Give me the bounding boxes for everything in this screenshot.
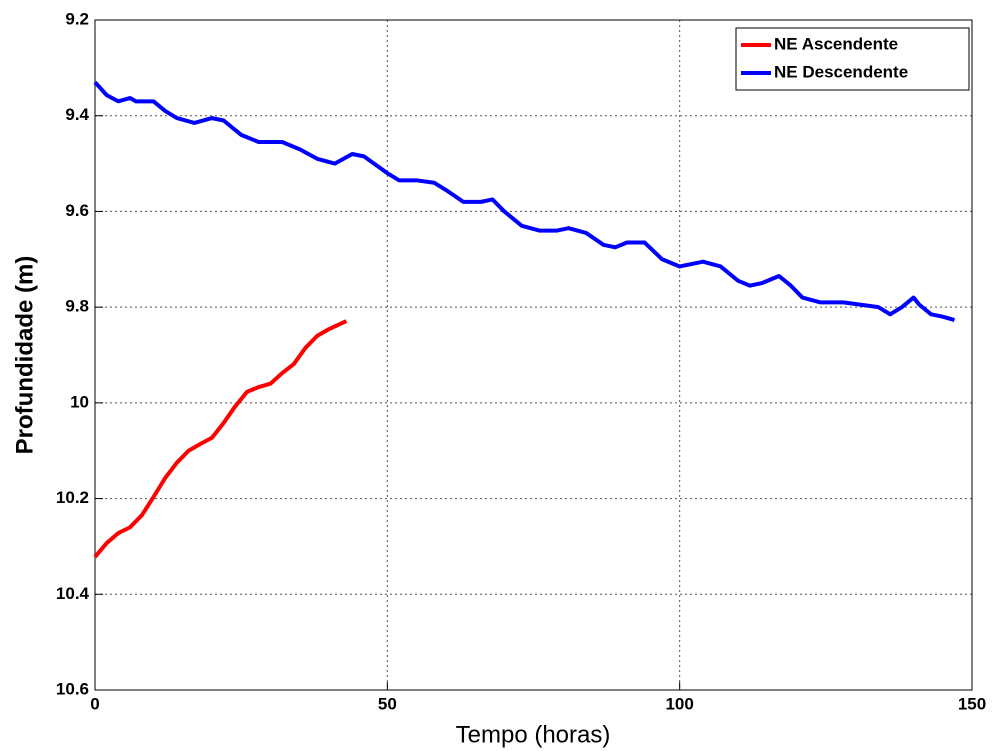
x-tick-label: 50 [378, 694, 397, 713]
y-tick-label: 9.8 [65, 297, 89, 316]
x-tick-label: 100 [665, 694, 693, 713]
data-line [93, 80, 956, 322]
y-tick-label: 10.2 [56, 488, 89, 507]
legend-label: NE Descendente [774, 62, 908, 81]
y-tick-label: 9.2 [65, 9, 89, 28]
legend-label: NE Ascendente [774, 34, 898, 53]
y-tick-label: 9.6 [65, 201, 89, 220]
plot-frame [94, 19, 973, 691]
y-axis-label: Profundidade (m) [11, 256, 38, 455]
y-tick-label: 9.4 [65, 105, 89, 124]
x-tick-label: 150 [958, 694, 986, 713]
x-tick-label: 0 [90, 694, 99, 713]
legend-box [735, 27, 970, 91]
y-tick-label: 10 [70, 392, 89, 411]
y-tick-label: 10.6 [56, 679, 89, 698]
x-axis-label: Tempo (horas) [456, 721, 611, 748]
data-line [93, 319, 348, 559]
y-tick-label: 10.4 [56, 584, 90, 603]
